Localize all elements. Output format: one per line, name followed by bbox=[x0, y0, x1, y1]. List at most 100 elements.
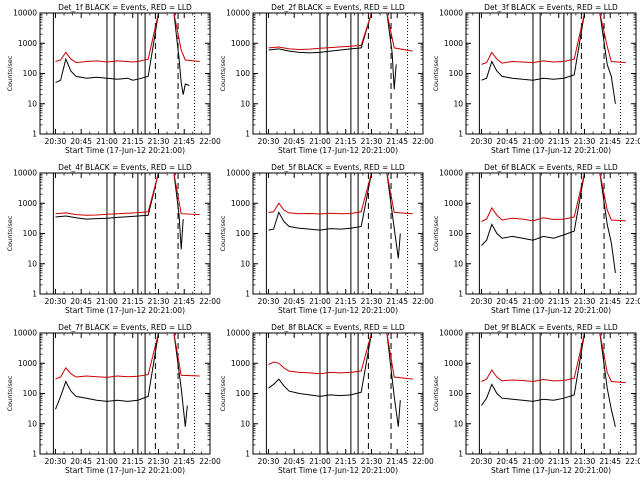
x-tick-label: 20:45 bbox=[496, 137, 518, 146]
y-tick-label: 10000 bbox=[226, 169, 250, 178]
y-axis-label: Counts/sec bbox=[432, 215, 440, 251]
y-tick-label: 1000 bbox=[231, 39, 250, 48]
y-tick-label: 10 bbox=[27, 259, 37, 268]
x-axis-label: Start Time (17-Jun-12 20:21:00) bbox=[491, 306, 611, 315]
x-tick-label: 21:15 bbox=[335, 457, 357, 466]
panel-det-1: Det_1f BLACK = Events, RED = LLD 1 10 100 10… bbox=[6, 3, 221, 155]
y-axis-label: Counts/sec bbox=[219, 55, 227, 91]
x-tick-label: 21:00 bbox=[309, 137, 331, 146]
x-tick-label: 20:30 bbox=[45, 297, 67, 306]
x-tick-label: 21:15 bbox=[548, 137, 570, 146]
series-lld-line bbox=[481, 173, 626, 222]
x-tick-label: 20:30 bbox=[45, 137, 67, 146]
x-tick-label: 21:15 bbox=[335, 137, 357, 146]
panel-title: Det_5f BLACK = Events, RED = LLD bbox=[271, 163, 405, 172]
panel-title: Det_6f BLACK = Events, RED = LLD bbox=[484, 163, 618, 172]
series-events-line bbox=[481, 13, 616, 104]
panel-title: Det_2f BLACK = Events, RED = LLD bbox=[271, 3, 405, 12]
y-tick-label: 10000 bbox=[13, 9, 37, 18]
y-tick-label: 1000 bbox=[18, 359, 37, 368]
y-tick-label: 10 bbox=[27, 99, 37, 108]
y-tick-label: 10000 bbox=[13, 169, 37, 178]
x-axis-label: Start Time (17-Jun-12 20:21:00) bbox=[491, 146, 611, 155]
x-tick-label: 21:00 bbox=[522, 137, 544, 146]
y-tick-label: 100 bbox=[449, 229, 464, 238]
series-lld-line bbox=[268, 173, 413, 215]
x-tick-label: 21:45 bbox=[599, 457, 621, 466]
x-tick-label: 20:45 bbox=[283, 297, 305, 306]
y-tick-label: 10000 bbox=[13, 329, 37, 338]
x-tick-label: 22:00 bbox=[199, 297, 221, 306]
series-events-line bbox=[55, 13, 190, 95]
series-events-line bbox=[55, 173, 184, 250]
series-events-line bbox=[268, 333, 401, 427]
y-axis-label: Counts/sec bbox=[6, 55, 14, 91]
plot-frame bbox=[252, 12, 424, 135]
x-tick-label: 21:00 bbox=[309, 297, 331, 306]
plot-frame bbox=[252, 172, 424, 295]
y-axis-label: Counts/sec bbox=[432, 375, 440, 411]
y-tick-label: 10 bbox=[453, 419, 463, 428]
x-tick-label: 20:45 bbox=[283, 457, 305, 466]
x-tick-label: 21:30 bbox=[574, 137, 596, 146]
x-tick-label: 20:45 bbox=[70, 297, 92, 306]
x-tick-label: 21:15 bbox=[122, 457, 144, 466]
x-tick-label: 21:15 bbox=[548, 457, 570, 466]
y-tick-label: 10 bbox=[240, 99, 250, 108]
panel-title: Det_7f BLACK = Events, RED = LLD bbox=[58, 323, 192, 332]
y-tick-label: 1 bbox=[245, 290, 250, 299]
series-lld-line bbox=[268, 333, 413, 380]
plot-frame bbox=[252, 332, 424, 455]
x-axis-label: Start Time (17-Jun-12 20:21:00) bbox=[278, 466, 398, 475]
series-lld-line bbox=[55, 173, 200, 216]
y-tick-label: 10000 bbox=[226, 9, 250, 18]
x-tick-label: 22:00 bbox=[412, 137, 434, 146]
x-axis-label: Start Time (17-Jun-12 20:21:00) bbox=[65, 466, 185, 475]
plot-frame bbox=[465, 172, 637, 295]
y-tick-label: 10 bbox=[27, 419, 37, 428]
x-tick-label: 20:30 bbox=[258, 457, 280, 466]
x-axis-label: Start Time (17-Jun-12 20:21:00) bbox=[491, 466, 611, 475]
x-tick-label: 21:45 bbox=[173, 137, 195, 146]
y-tick-label: 1 bbox=[32, 450, 37, 459]
x-tick-label: 21:30 bbox=[148, 297, 170, 306]
y-tick-label: 10 bbox=[240, 419, 250, 428]
y-tick-label: 100 bbox=[449, 389, 464, 398]
panel-det-2: Det_2f BLACK = Events, RED = LLD 1 10 100 10… bbox=[219, 3, 434, 155]
panel-title: Det_9f BLACK = Events, RED = LLD bbox=[484, 323, 618, 332]
y-tick-label: 100 bbox=[236, 389, 251, 398]
x-tick-label: 20:30 bbox=[471, 457, 493, 466]
x-tick-label: 21:00 bbox=[522, 297, 544, 306]
y-tick-label: 1 bbox=[458, 290, 463, 299]
x-tick-label: 21:45 bbox=[386, 137, 408, 146]
x-tick-label: 22:00 bbox=[625, 457, 640, 466]
panel-det-6: Det_6f BLACK = Events, RED = LLD 1 10 100 10… bbox=[432, 163, 640, 315]
x-tick-label: 20:45 bbox=[496, 457, 518, 466]
y-tick-label: 1 bbox=[458, 450, 463, 459]
y-tick-label: 1000 bbox=[444, 359, 463, 368]
y-tick-label: 1000 bbox=[444, 39, 463, 48]
x-tick-label: 21:45 bbox=[599, 137, 621, 146]
y-tick-label: 10000 bbox=[439, 329, 463, 338]
series-events-line bbox=[481, 333, 616, 427]
series-events-line bbox=[55, 333, 188, 427]
panel-title: Det_4f BLACK = Events, RED = LLD bbox=[58, 163, 192, 172]
y-axis-label: Counts/sec bbox=[6, 375, 14, 411]
x-tick-label: 21:15 bbox=[122, 297, 144, 306]
x-tick-label: 22:00 bbox=[625, 297, 640, 306]
y-tick-label: 1 bbox=[245, 450, 250, 459]
y-tick-label: 10 bbox=[453, 259, 463, 268]
panel-det-9: Det_9f BLACK = Events, RED = LLD 1 10 100 10… bbox=[432, 323, 640, 475]
y-tick-label: 100 bbox=[23, 389, 38, 398]
x-tick-label: 21:15 bbox=[548, 297, 570, 306]
x-tick-label: 21:45 bbox=[173, 297, 195, 306]
y-tick-label: 100 bbox=[23, 229, 38, 238]
y-tick-label: 10000 bbox=[226, 329, 250, 338]
x-tick-label: 21:00 bbox=[522, 457, 544, 466]
x-tick-label: 22:00 bbox=[199, 457, 221, 466]
y-tick-label: 10000 bbox=[439, 9, 463, 18]
plot-frame bbox=[465, 332, 637, 455]
x-tick-label: 21:45 bbox=[386, 457, 408, 466]
x-tick-label: 20:45 bbox=[70, 457, 92, 466]
